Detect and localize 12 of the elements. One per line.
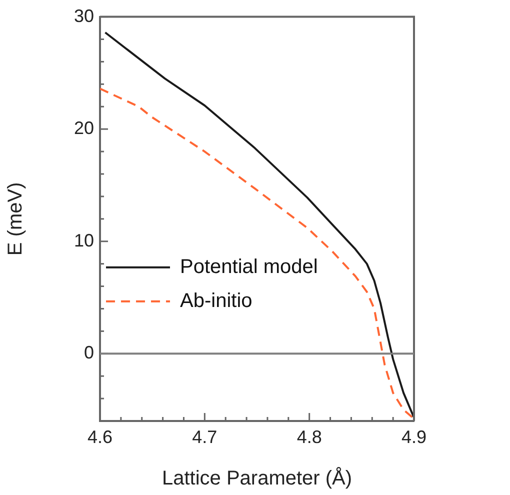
x-tick-label: 4.9 <box>401 426 427 447</box>
x-axis-title: Lattice Parameter (Å) <box>162 466 352 490</box>
y-axis-title: E (meV) <box>4 182 27 256</box>
y-tick-label: 0 <box>84 342 94 363</box>
x-tick-label: 4.8 <box>296 426 322 447</box>
legend-label: Ab-initio <box>180 290 252 312</box>
y-tick-label: 20 <box>74 118 94 138</box>
y-tick-label: 30 <box>74 6 94 26</box>
y-tick-label: 10 <box>74 230 94 250</box>
legend-label: Potential model <box>180 256 318 278</box>
x-tick-label: 4.7 <box>192 426 218 447</box>
x-tick-label: 4.6 <box>87 426 113 447</box>
